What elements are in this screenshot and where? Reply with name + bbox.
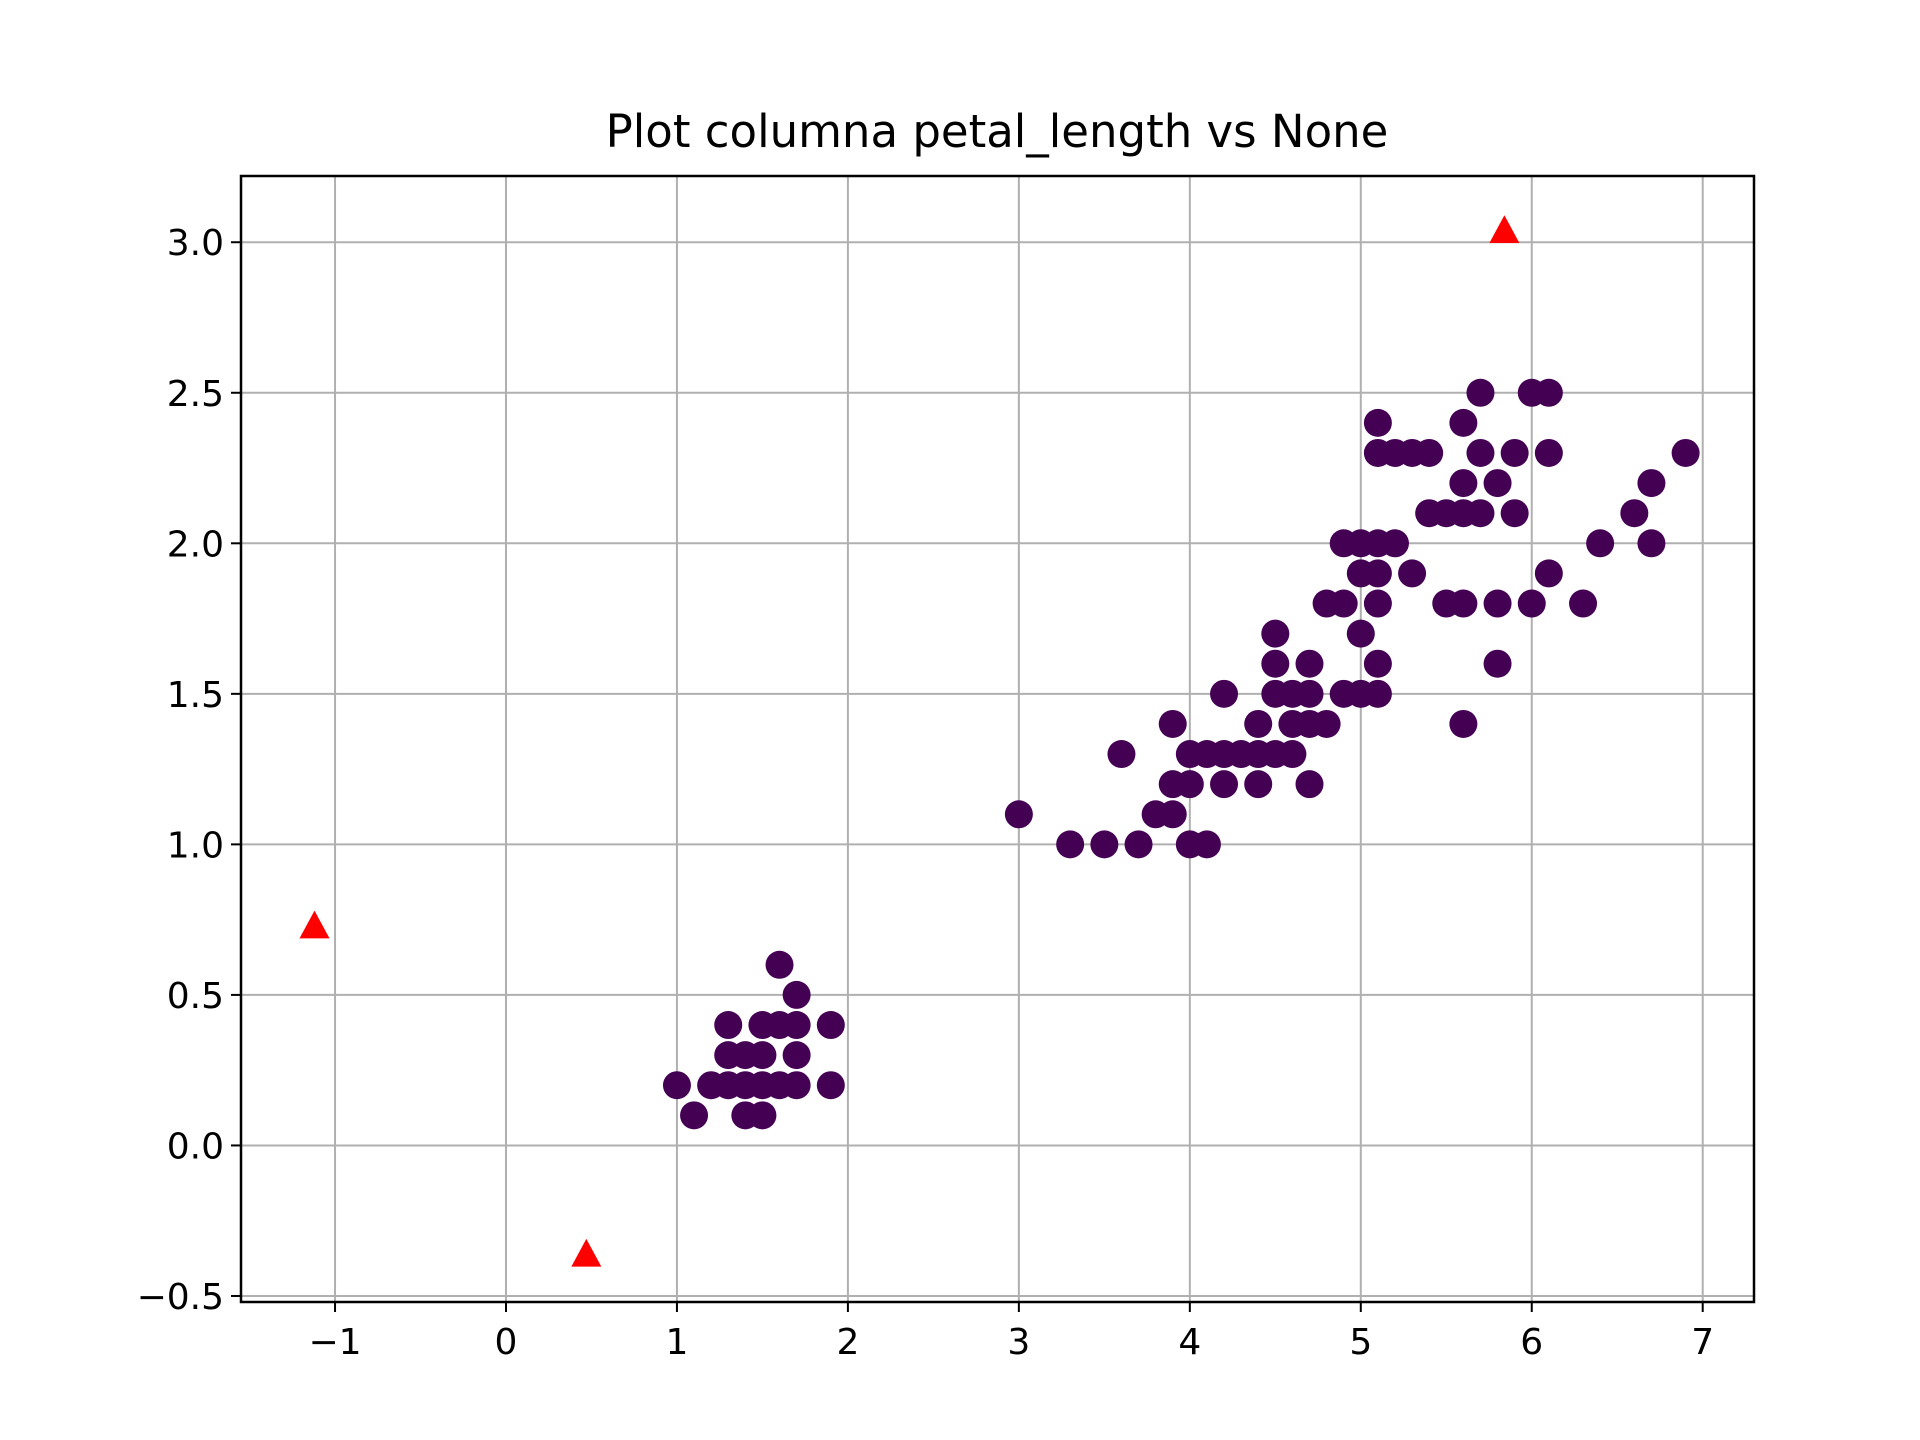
- data-point: [714, 1011, 743, 1040]
- y-tick-label: 0.5: [167, 976, 224, 1017]
- data-point: [765, 950, 794, 979]
- y-tick-label: 1.5: [167, 675, 224, 716]
- data-point: [782, 1071, 811, 1100]
- y-tick-label: 2.5: [167, 374, 224, 415]
- y-tick-label: 3.0: [167, 223, 224, 264]
- data-point: [1380, 529, 1409, 558]
- x-tick-label: −1: [308, 1322, 361, 1363]
- data-point: [1210, 679, 1239, 708]
- x-tick-label: 1: [665, 1322, 688, 1363]
- x-tick-label: 4: [1178, 1322, 1201, 1363]
- data-point: [1534, 438, 1563, 467]
- data-point: [1192, 830, 1221, 859]
- data-point: [1466, 499, 1495, 528]
- data-point: [1175, 770, 1204, 799]
- data-point: [1158, 709, 1187, 738]
- data-point: [1449, 709, 1478, 738]
- data-point: [1295, 649, 1324, 678]
- data-point: [1261, 649, 1290, 678]
- y-tick-label: 1.0: [167, 825, 224, 866]
- x-tick-label: 5: [1349, 1322, 1372, 1363]
- data-point: [1158, 800, 1187, 829]
- x-tick-label: 2: [836, 1322, 859, 1363]
- data-point: [1449, 408, 1478, 437]
- data-point: [1671, 438, 1700, 467]
- data-point: [1483, 469, 1512, 498]
- data-point: [1449, 589, 1478, 618]
- data-point: [1346, 619, 1375, 648]
- data-point: [1620, 499, 1649, 528]
- data-point: [1295, 679, 1324, 708]
- data-point: [1363, 559, 1392, 588]
- data-point: [1449, 469, 1478, 498]
- x-tick-label: 3: [1007, 1322, 1030, 1363]
- data-point: [1534, 559, 1563, 588]
- data-point: [1363, 679, 1392, 708]
- outlier-point: [299, 910, 330, 939]
- data-point: [1517, 589, 1546, 618]
- data-point: [1637, 469, 1666, 498]
- data-point: [1586, 529, 1615, 558]
- data-point: [1278, 740, 1307, 769]
- grid: [241, 176, 1754, 1302]
- y-tick-label: 0.0: [167, 1126, 224, 1167]
- outlier-point: [571, 1238, 602, 1267]
- data-point: [782, 980, 811, 1009]
- chart-title: Plot columna petal_length vs None: [606, 105, 1389, 158]
- data-point: [1466, 438, 1495, 467]
- data-point: [680, 1101, 709, 1130]
- data-point: [1483, 589, 1512, 618]
- data-point: [1466, 378, 1495, 407]
- data-point: [782, 1011, 811, 1040]
- data-point: [1415, 438, 1444, 467]
- y-tick-label: 2.0: [167, 524, 224, 565]
- data-point: [1534, 378, 1563, 407]
- data-point: [1056, 830, 1085, 859]
- data-point: [816, 1011, 845, 1040]
- x-tick-label: 6: [1520, 1322, 1543, 1363]
- data-point: [1244, 709, 1273, 738]
- data-points: [299, 215, 1700, 1267]
- data-point: [748, 1041, 777, 1070]
- data-point: [1295, 770, 1324, 799]
- data-point: [748, 1101, 777, 1130]
- data-point: [1500, 438, 1529, 467]
- data-point: [1637, 529, 1666, 558]
- data-point: [1363, 589, 1392, 618]
- data-point: [1124, 830, 1153, 859]
- data-point: [1398, 559, 1427, 588]
- data-point: [1261, 619, 1290, 648]
- data-point: [1090, 830, 1119, 859]
- data-point: [1500, 499, 1529, 528]
- data-point: [816, 1071, 845, 1100]
- axes-frame: [239, 174, 1756, 1304]
- y-tick-label: −0.5: [137, 1277, 224, 1318]
- data-point: [662, 1071, 691, 1100]
- data-point: [1483, 649, 1512, 678]
- data-point: [1329, 589, 1358, 618]
- data-point: [1107, 740, 1136, 769]
- data-point: [1244, 770, 1273, 799]
- data-point: [1004, 800, 1033, 829]
- data-point: [1569, 589, 1598, 618]
- data-point: [1363, 649, 1392, 678]
- data-point: [1363, 408, 1392, 437]
- outlier-point: [1489, 215, 1520, 243]
- x-tick-label: 0: [495, 1322, 518, 1363]
- axis-ticks: −1 0 1 2 3 4 5 6 7 −0.5 0.0 0.5 1.0 1.5 2.0 2.5 3.0: [137, 223, 1715, 1363]
- x-tick-label: 7: [1691, 1322, 1714, 1363]
- data-point: [782, 1041, 811, 1070]
- data-point: [1210, 770, 1239, 799]
- data-point: [1312, 709, 1341, 738]
